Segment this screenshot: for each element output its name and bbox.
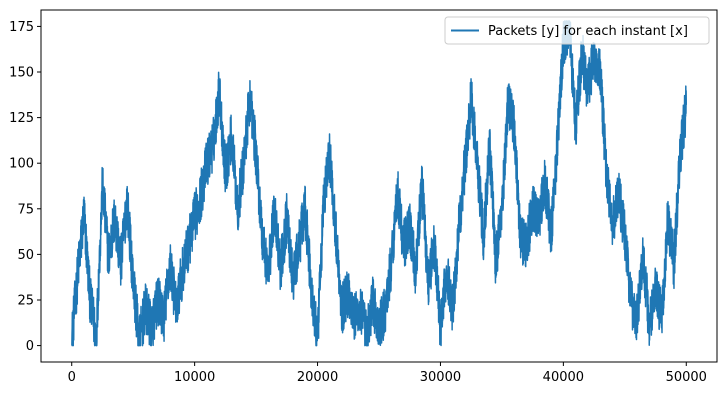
y-tick-label: 100 <box>9 157 34 172</box>
legend: Packets [y] for each instant [x] <box>444 16 710 45</box>
series-line-packets <box>71 20 688 347</box>
legend-box <box>444 16 710 45</box>
y-tick-label: 75 <box>17 202 34 217</box>
y-tick-label: 25 <box>17 293 34 308</box>
y-tick-label: 150 <box>9 66 34 81</box>
y-tick-label: 50 <box>17 248 34 263</box>
x-tick-label: 10000 <box>174 370 215 385</box>
x-tick-label: 30000 <box>420 370 461 385</box>
x-tick-label: 50000 <box>666 370 707 385</box>
y-tick-label: 125 <box>9 111 34 126</box>
y-tick-label: 175 <box>9 20 34 35</box>
x-tick-label: 40000 <box>543 370 584 385</box>
series-layer <box>71 20 688 347</box>
x-tick-label: 0 <box>68 370 76 385</box>
ticks-layer: 0 10000 20000 30000 40000 50000 0 25 50 75 100 125 1… <box>9 20 707 385</box>
legend-label: Packets [y] for each instant [x] <box>488 24 688 39</box>
x-tick-label: 20000 <box>297 370 338 385</box>
y-tick-label: 0 <box>26 339 34 354</box>
